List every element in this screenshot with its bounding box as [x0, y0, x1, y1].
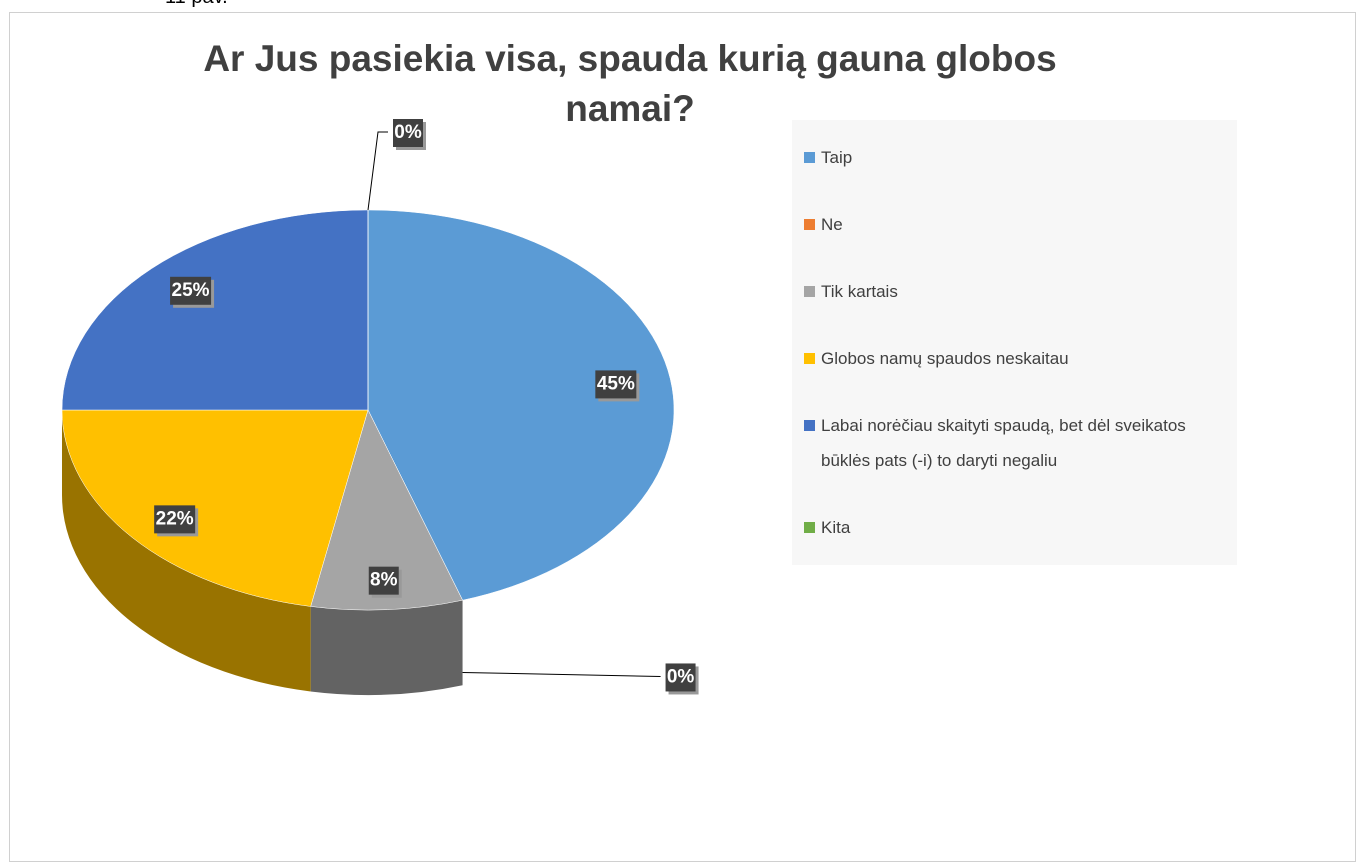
legend-label: Taip — [821, 148, 853, 167]
slice-side — [61, 410, 311, 692]
data-label: 0% — [667, 666, 695, 687]
data-label: 8% — [370, 570, 398, 591]
legend-item: Labai norėčiau skaityti spaudą, bet dėl … — [804, 408, 1223, 478]
label-box — [154, 505, 196, 534]
slice — [367, 209, 675, 601]
chart-title: Ar Jus pasiekia visa, spauda kurią gauna… — [203, 38, 1057, 129]
label-box — [665, 663, 696, 692]
legend-label: Kita — [821, 518, 851, 537]
label-box — [393, 119, 423, 147]
legend-item: Taip — [804, 140, 1223, 175]
legend-swatch — [804, 353, 815, 364]
data-label: 0% — [394, 122, 422, 143]
caption: 11 pav. — [165, 0, 228, 9]
leader-line — [367, 131, 388, 211]
label-box — [368, 566, 399, 595]
legend-item: Tik kartais — [804, 274, 1223, 309]
label-box — [595, 370, 637, 399]
slice-side — [310, 600, 463, 695]
slice — [310, 409, 463, 611]
legend-swatch — [804, 286, 815, 297]
legend-swatch — [804, 152, 815, 163]
legend-item: Kita — [804, 510, 1223, 545]
data-label: 22% — [156, 508, 194, 529]
slice — [61, 409, 369, 607]
legend: Taip Ne Tik kartais Globos namų spaudos nes… — [792, 120, 1237, 565]
leader-line — [462, 671, 661, 677]
legend-label: Ne — [821, 215, 843, 234]
legend-label: Labai norėčiau skaityti spaudą, bet dėl … — [821, 416, 1186, 470]
legend-swatch — [804, 522, 815, 533]
legend-label: Globos namų spaudos neskaitau — [821, 349, 1069, 368]
legend-item: Globos namų spaudos neskaitau — [804, 341, 1223, 376]
label-box — [170, 276, 212, 305]
slice — [61, 209, 369, 411]
data-label: 45% — [597, 373, 635, 394]
data-label: 25% — [172, 280, 210, 301]
legend-label: Tik kartais — [821, 282, 898, 301]
legend-item: Ne — [804, 207, 1223, 242]
legend-swatch — [804, 219, 815, 230]
legend-swatch — [804, 420, 815, 431]
